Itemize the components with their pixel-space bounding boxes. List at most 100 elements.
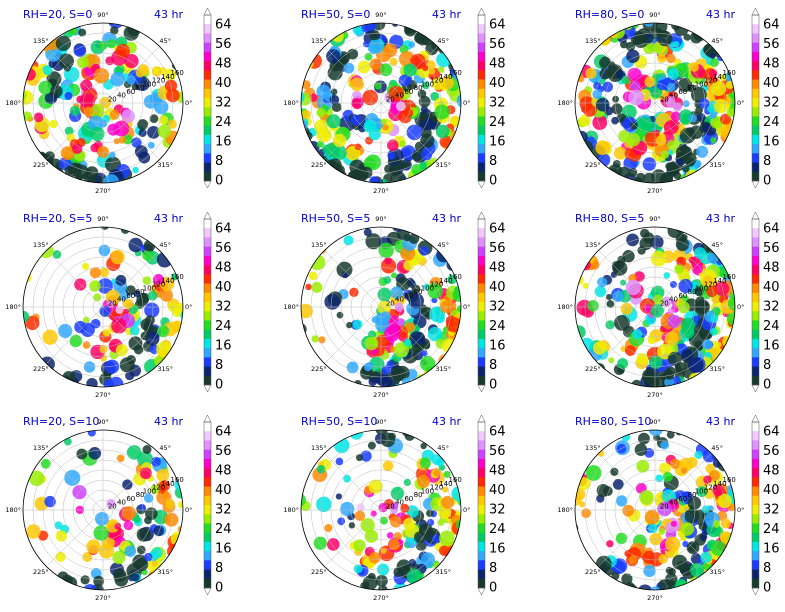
colorbar-segment xyxy=(204,283,211,294)
precip-cell xyxy=(336,261,353,278)
precip-cell xyxy=(367,40,382,55)
colorbar-tick-label: 24 xyxy=(489,319,506,334)
colorbar-tick-label: 48 xyxy=(215,463,232,478)
colorbar-segment xyxy=(752,237,759,247)
precip-cell xyxy=(353,170,361,178)
colorbar-segment xyxy=(478,292,485,303)
azimuth-tick-label: 90° xyxy=(97,215,109,223)
panel-title: RH=20, S=10 xyxy=(23,415,99,428)
precip-cell xyxy=(38,80,53,95)
precip-cell xyxy=(142,445,152,454)
radius-tick-label: 160 xyxy=(449,69,462,77)
precip-cell xyxy=(166,88,180,103)
radius-tick-label: 80 xyxy=(688,288,697,296)
colorbar-frame xyxy=(203,421,212,589)
azimuth-tick-label: 0° xyxy=(737,99,744,107)
precip-cell xyxy=(710,116,723,129)
colorbar-tick-label: 32 xyxy=(489,95,506,110)
precip-cell xyxy=(632,32,649,48)
precip-cell xyxy=(612,290,624,302)
colorbar-segment xyxy=(204,162,211,173)
colorbar-tick-label: 8 xyxy=(763,561,771,576)
colorbar: 0 8 16 24 32 40 48 56 64 xyxy=(203,414,232,596)
polar-panel-3: 20 40 60 8010012014016090°45°0°315°270°225°… xyxy=(557,7,780,195)
precip-cell xyxy=(369,29,380,41)
radius-tick-label: 160 xyxy=(723,273,736,281)
colorbar-segment xyxy=(204,468,211,478)
precip-cell xyxy=(114,522,122,530)
precip-cell xyxy=(324,524,333,532)
panel-time-label: 43 hr xyxy=(432,212,461,225)
precip-cell xyxy=(732,485,735,493)
precip-cell xyxy=(697,113,706,122)
colorbar-segment xyxy=(752,42,759,53)
azimuth-tick-label: 135° xyxy=(33,444,49,452)
precip-cell xyxy=(622,250,635,263)
precip-cell xyxy=(695,106,703,115)
precip-cell xyxy=(632,177,644,183)
colorbar-tick-label: 48 xyxy=(489,260,506,275)
azimuth-tick-label: 315° xyxy=(157,161,173,169)
precip-cell xyxy=(390,516,402,528)
precip-cell xyxy=(164,512,179,527)
precip-cell xyxy=(115,274,127,286)
colorbar-segment xyxy=(204,440,211,450)
precip-cell xyxy=(420,552,435,567)
panel-title: RH=50, S=10 xyxy=(301,415,377,428)
precip-cell xyxy=(362,89,379,106)
precip-cell xyxy=(676,256,687,267)
precip-cell xyxy=(593,82,601,90)
radius-tick-label: 120 xyxy=(704,281,717,289)
precip-cell xyxy=(702,339,713,350)
radius-tick-label: 20 xyxy=(108,95,117,103)
precip-cell xyxy=(147,125,160,139)
colorbar-tick-label: 24 xyxy=(489,115,506,130)
precip-cell xyxy=(156,341,172,358)
precip-cell xyxy=(419,457,431,469)
precip-cell xyxy=(368,128,381,141)
azimuth-tick-label: 180° xyxy=(5,99,21,107)
panel-time-label: 43 hr xyxy=(706,212,735,225)
colorbar-segment xyxy=(752,458,759,469)
azimuth-spoke xyxy=(102,453,160,511)
precip-cell xyxy=(352,90,362,100)
colorbar-tick-label: 40 xyxy=(763,76,780,91)
precip-cell xyxy=(690,562,705,578)
precip-cell xyxy=(419,246,429,256)
precip-cell xyxy=(54,521,63,530)
colorbar-tick-label: 0 xyxy=(763,378,771,393)
colorbar: 0 8 16 24 32 40 48 56 64 xyxy=(477,7,506,189)
colorbar-segment xyxy=(478,532,485,543)
precip-cell xyxy=(441,338,457,354)
colorbar-segment xyxy=(204,532,211,543)
panel-title: RH=50, S=0 xyxy=(301,8,370,21)
precip-cell xyxy=(135,68,145,78)
colorbar-tick-label: 64 xyxy=(215,424,232,439)
radius-tick-label: 80 xyxy=(136,288,145,296)
colorbar-tick-label: 48 xyxy=(489,463,506,478)
panel-boundary xyxy=(574,429,736,591)
precip-cell xyxy=(89,280,101,292)
precip-cell xyxy=(720,518,731,529)
colorbar-tick-label: 32 xyxy=(215,502,232,517)
colorbar-frame xyxy=(203,218,212,386)
precip-cell xyxy=(658,554,668,564)
azimuth-tick-label: 225° xyxy=(585,568,601,576)
precip-cell xyxy=(421,349,428,357)
precip-cell xyxy=(439,530,455,546)
colorbar-segment xyxy=(478,153,485,163)
precip-cell xyxy=(122,479,133,490)
precip-cell xyxy=(593,341,607,355)
precip-cell xyxy=(107,299,115,308)
precip-cell xyxy=(664,369,675,380)
precip-cell xyxy=(700,534,707,542)
colorbar-extend-min xyxy=(751,180,760,189)
precip-cell xyxy=(455,519,461,531)
colorbar-segment xyxy=(752,440,759,450)
radius-tick-label: 100 xyxy=(695,284,708,292)
colorbar-segment xyxy=(478,560,485,570)
precip-cell xyxy=(436,247,451,263)
precip-cell xyxy=(719,269,728,278)
precip-cell xyxy=(151,456,161,467)
colorbar-segment xyxy=(752,431,759,441)
